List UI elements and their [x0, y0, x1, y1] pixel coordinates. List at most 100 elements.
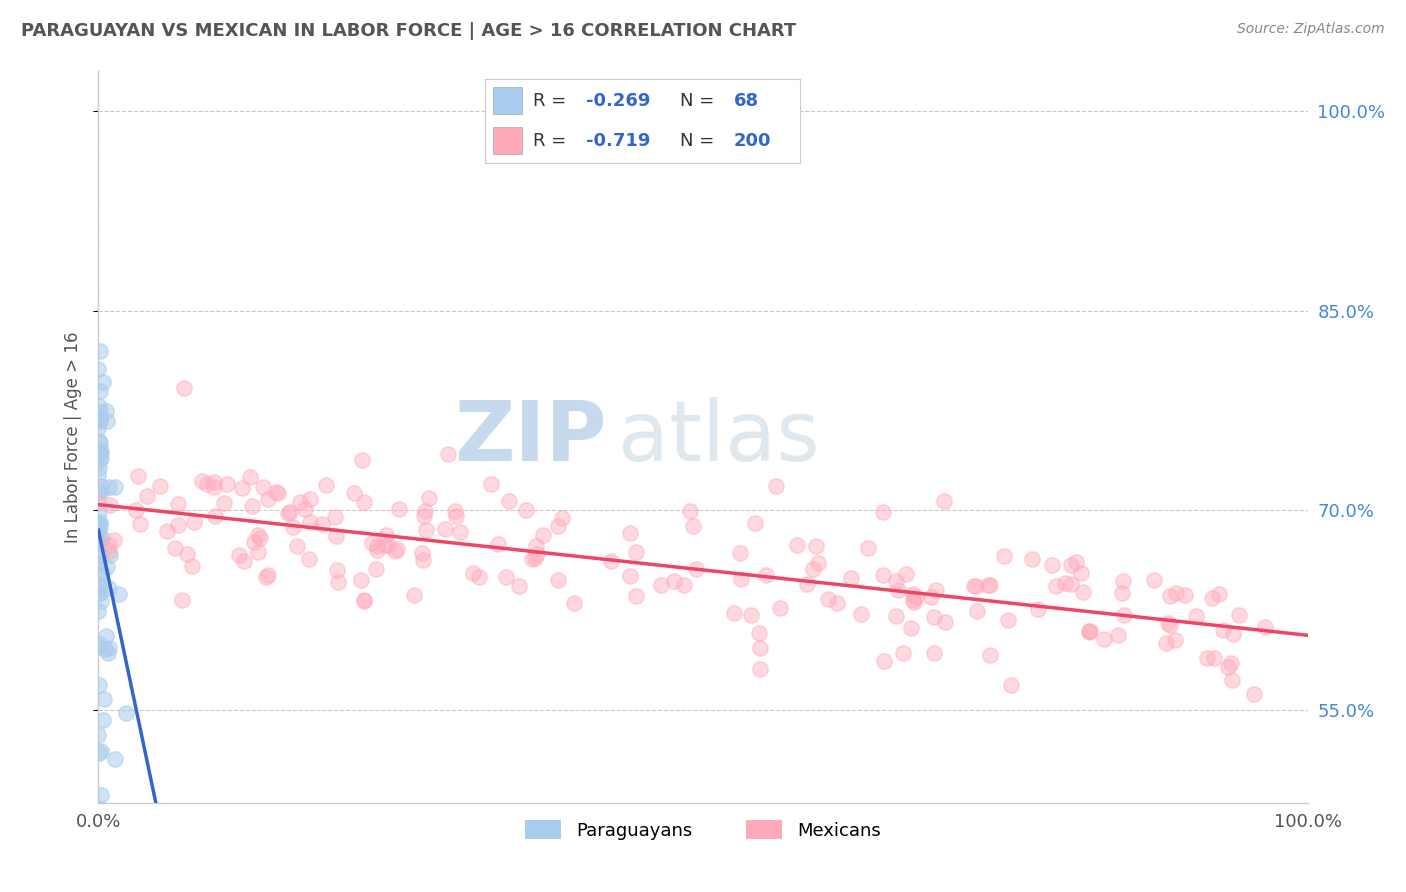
Point	[98, 498, 121, 512]
Point	[662, 574, 685, 589]
Point	[515, 503, 537, 517]
Point	[366, 539, 388, 553]
Point	[966, 603, 988, 617]
Point	[233, 554, 256, 568]
Point	[434, 522, 457, 536]
Point	[526, 547, 548, 561]
Point	[872, 505, 894, 519]
Point	[242, 535, 264, 549]
Point	[498, 494, 520, 508]
Point	[87, 533, 110, 548]
Point	[87, 728, 110, 742]
Point	[997, 613, 1019, 627]
Point	[212, 496, 235, 510]
Point	[87, 506, 110, 520]
Point	[93, 691, 115, 706]
Point	[204, 509, 226, 524]
Point	[1078, 624, 1101, 639]
Point	[254, 570, 277, 584]
Point	[104, 751, 127, 765]
Point	[904, 590, 927, 604]
Point	[228, 549, 250, 563]
Point	[89, 447, 111, 461]
Point	[624, 545, 647, 559]
Point	[377, 538, 399, 552]
Point	[173, 381, 195, 395]
Point	[125, 502, 148, 516]
Point	[1078, 624, 1101, 639]
Point	[891, 647, 914, 661]
Text: ZIP: ZIP	[454, 397, 606, 477]
Point	[1173, 588, 1195, 602]
Point	[87, 746, 110, 760]
Point	[1208, 587, 1230, 601]
Point	[87, 580, 110, 594]
Point	[267, 486, 290, 500]
Y-axis label: In Labor Force | Age > 16: In Labor Force | Age > 16	[65, 331, 83, 543]
Point	[903, 595, 925, 609]
Point	[1164, 586, 1187, 600]
Point	[977, 577, 1000, 591]
Point	[87, 578, 110, 592]
Point	[547, 519, 569, 533]
Text: Source: ZipAtlas.com: Source: ZipAtlas.com	[1237, 22, 1385, 37]
Point	[934, 615, 956, 629]
Point	[858, 541, 880, 555]
Point	[96, 414, 118, 428]
Point	[89, 461, 111, 475]
Point	[1070, 566, 1092, 580]
Point	[91, 566, 114, 580]
Point	[1026, 602, 1049, 616]
Point	[89, 515, 111, 529]
Point	[740, 607, 762, 622]
Point	[1212, 623, 1234, 637]
Point	[1243, 687, 1265, 701]
Point	[508, 579, 530, 593]
Point	[413, 508, 436, 523]
Point	[89, 413, 111, 427]
Point	[979, 648, 1001, 663]
Point	[176, 547, 198, 561]
Point	[650, 578, 672, 592]
Point	[672, 578, 695, 592]
Point	[89, 405, 111, 419]
Point	[366, 542, 388, 557]
Point	[522, 552, 544, 566]
Point	[531, 528, 554, 542]
Point	[87, 522, 110, 536]
Point	[1112, 574, 1135, 589]
Point	[257, 491, 280, 506]
Point	[901, 593, 924, 607]
Point	[769, 601, 792, 615]
Point	[167, 497, 190, 511]
Point	[326, 562, 349, 576]
Point	[449, 524, 471, 539]
Point	[89, 400, 111, 414]
Point	[1021, 551, 1043, 566]
Point	[748, 626, 770, 640]
Point	[97, 646, 120, 660]
Point	[807, 557, 830, 571]
Point	[115, 706, 138, 720]
Point	[90, 744, 112, 758]
Point	[156, 524, 179, 538]
Point	[685, 562, 707, 576]
Point	[249, 532, 271, 546]
Point	[872, 568, 894, 582]
Point	[87, 495, 110, 509]
Point	[495, 570, 517, 584]
Point	[98, 548, 121, 562]
Point	[872, 654, 894, 668]
Point	[551, 511, 574, 525]
Point	[1154, 636, 1177, 650]
Point	[298, 551, 321, 566]
Point	[626, 589, 648, 603]
Point	[1040, 558, 1063, 572]
Point	[375, 528, 398, 542]
Point	[619, 526, 641, 541]
Point	[817, 592, 839, 607]
Point	[963, 579, 986, 593]
Point	[90, 594, 112, 608]
Point	[89, 414, 111, 428]
Point	[128, 517, 150, 532]
